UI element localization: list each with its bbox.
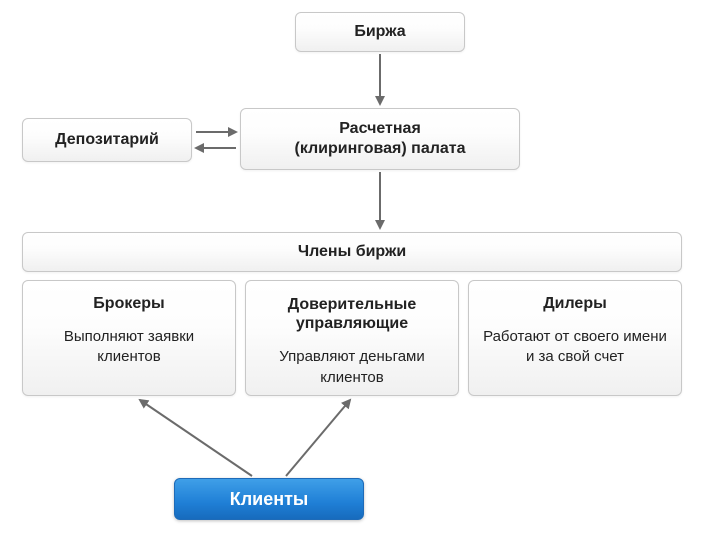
node-brokers-title: Брокеры — [93, 295, 164, 313]
node-trustees-sub: Управляют деньгами клиентов — [256, 347, 448, 388]
node-dealers-title: Дилеры — [543, 295, 607, 313]
node-clearing: Расчетная (клиринговая) палата — [240, 108, 520, 170]
node-clients-label: Клиенты — [230, 489, 309, 510]
node-clearing-line1: Расчетная — [339, 119, 421, 139]
node-depository: Депозитарий — [22, 118, 192, 162]
node-dealers: Дилеры Работают от своего имени и за сво… — [468, 280, 682, 396]
node-trustees-title: Доверительные управляющие — [256, 295, 448, 333]
node-exchange-label: Биржа — [354, 23, 405, 41]
arrow-clients-to-brokers — [140, 400, 252, 476]
node-dealers-sub: Работают от своего имени и за свой счет — [479, 327, 671, 368]
node-members-label: Члены биржи — [298, 243, 406, 261]
node-exchange: Биржа — [295, 12, 465, 52]
node-brokers-sub: Выполняют заявки клиентов — [33, 327, 225, 368]
node-brokers: Брокеры Выполняют заявки клиентов — [22, 280, 236, 396]
node-depository-label: Депозитарий — [55, 131, 159, 149]
node-members: Члены биржи — [22, 232, 682, 272]
arrow-clients-to-trustees — [286, 400, 350, 476]
node-clients: Клиенты — [174, 478, 364, 520]
node-clearing-line2: (клиринговая) палата — [294, 139, 465, 159]
node-trustees: Доверительные управляющие Управляют день… — [245, 280, 459, 396]
